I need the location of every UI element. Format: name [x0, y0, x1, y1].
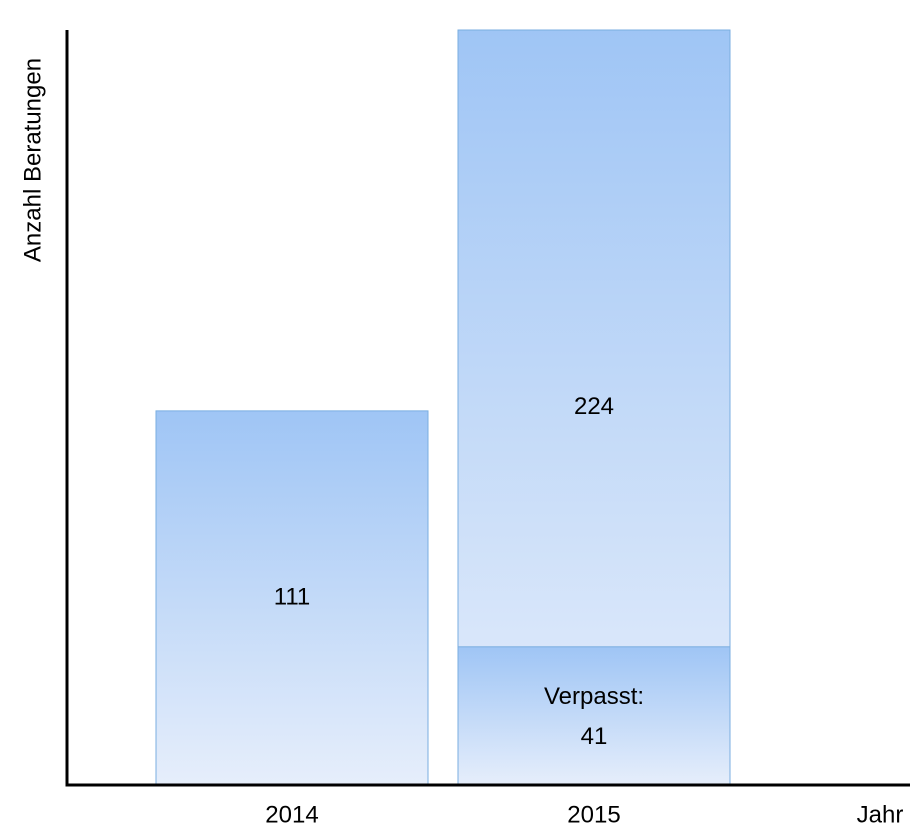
bar-label-name: Verpasst:	[544, 683, 644, 710]
x-tick-label: 2014	[265, 801, 318, 828]
x-tick-label: 2015	[567, 801, 620, 828]
bar	[457, 646, 731, 786]
bar	[155, 410, 429, 786]
x-axis-label: Jahr	[857, 801, 904, 828]
data-label: 224	[574, 393, 614, 420]
data-label: 41	[581, 723, 608, 750]
y-axis-label: Anzahl Beratungen	[19, 58, 46, 262]
data-label: 111	[274, 583, 310, 610]
